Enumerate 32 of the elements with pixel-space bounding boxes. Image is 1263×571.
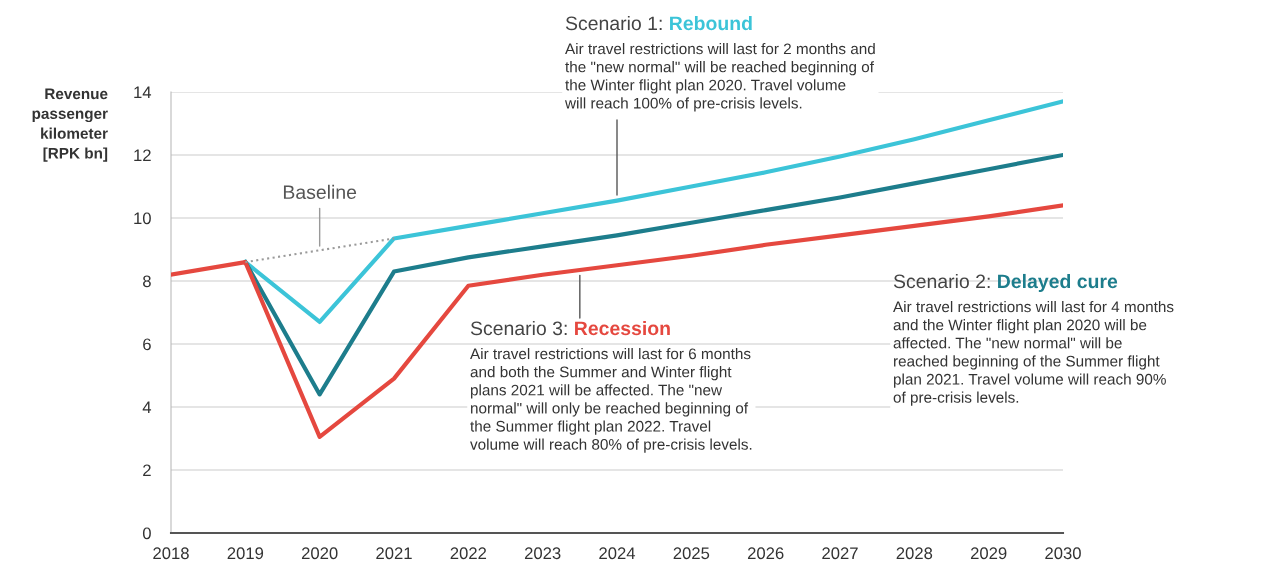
text: Delayed cure — [998, 273, 1118, 293]
y-tick-label: 8 — [143, 275, 151, 288]
x-tick-label: 2022 — [450, 547, 487, 560]
text: Recession — [575, 320, 670, 336]
annotation: Baseline — [283, 184, 357, 200]
annotation: Air travel restrictions will last for 2 months and the "new normal" will be reached beginning of the Winter flight plan 2020. Travel volume will reach 100% of pre-crisis levels. — [564, 43, 875, 112]
annotation: Air travel restrictions will last for 4 months and the Winter flight plan 2020 will be affected. The "new normal" will be reached beginning of the Summer flight plan 2021. Travel volume will reach 90% of pre-crisis levels. — [893, 301, 1174, 406]
x-tick-label: 2020 — [301, 547, 338, 560]
y-tick-label: 10 — [134, 212, 151, 225]
y-tick-label: 12 — [134, 149, 151, 162]
x-tick-label: 2025 — [673, 547, 710, 560]
y-axis-title: Revenue passenger kilometer [RPK bn] — [32, 88, 108, 162]
x-tick-label: 2030 — [1045, 547, 1081, 560]
x-tick-label: 2019 — [227, 547, 264, 560]
x-tick-label: 2023 — [524, 547, 561, 560]
x-tick-label: 2027 — [822, 547, 858, 560]
text: Scenario 1: — [565, 15, 662, 31]
x-tick-label: 2029 — [970, 547, 1007, 560]
y-tick-label: 2 — [143, 464, 151, 477]
annotation: Scenario 3: — [470, 320, 567, 336]
annotation: Scenario 2: — [893, 273, 990, 289]
x-tick-label: 2018 — [153, 547, 189, 560]
y-tick-label: 4 — [142, 401, 152, 414]
y-tick-label: 0 — [142, 527, 151, 540]
text: Rebound — [670, 15, 752, 31]
x-tick-label: 2024 — [599, 547, 636, 560]
y-tick-label: 14 — [134, 86, 152, 99]
annotation: Air travel restrictions will last for 6 months and both the Summer and Winter flight plans 2021 will be affected. The "new normal" will only be reached beginning of the Summer flight plan 2022. Travel volume will reach 80% of pre-crisis levels. — [470, 348, 752, 453]
x-tick-label: 2028 — [896, 547, 933, 560]
x-tick-label: 2021 — [376, 547, 412, 560]
y-tick-label: 6 — [143, 338, 151, 351]
x-tick-label: 2026 — [747, 547, 784, 560]
